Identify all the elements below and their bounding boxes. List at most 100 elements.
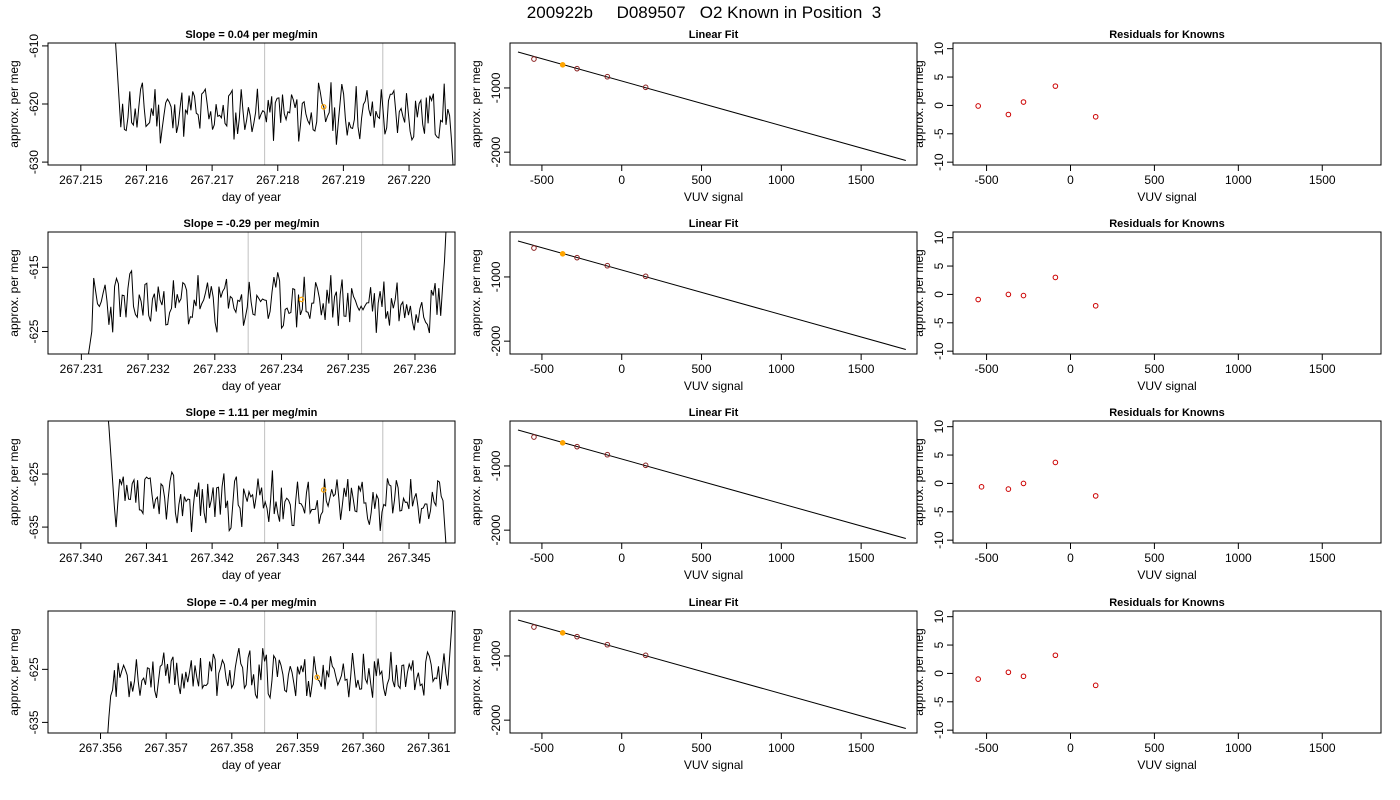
panels: Slope = 0.04 per meg/min day of year appro…	[7, 29, 1382, 772]
plot-frame	[47, 420, 456, 544]
plot-area	[517, 51, 906, 161]
y-tick-label: 5	[932, 73, 946, 80]
x-axis-label: VUV signal	[684, 190, 743, 204]
panel-12: Residuals for Knowns VUV signal approx. pe…	[912, 597, 1382, 772]
residual-point	[1005, 291, 1012, 298]
y-axis-label: approx. per meg	[7, 249, 21, 336]
x-tick-label: 267.344	[322, 551, 366, 565]
y-axis-label: approx. per meg	[912, 628, 926, 715]
y-tick-label: -625	[27, 657, 41, 681]
panel-title: Slope = -0.4 per meg/min	[187, 597, 317, 609]
residual-point	[1052, 652, 1059, 659]
x-tick-label: 0	[1067, 551, 1074, 565]
y-tick-label: -5	[932, 128, 946, 139]
x-tick-label: 500	[692, 362, 712, 376]
plot-frame	[509, 420, 918, 544]
plot-area	[107, 421, 447, 543]
fit-point	[604, 641, 611, 648]
fit-point	[574, 254, 580, 261]
panel-title: Residuals for Knowns	[1109, 218, 1225, 230]
x-tick-label: 267.216	[125, 173, 169, 187]
fit-line	[517, 429, 906, 539]
panel-title: Residuals for Knowns	[1109, 29, 1225, 41]
y-tick-label: -2000	[489, 514, 503, 545]
x-tick-label: 1000	[1225, 741, 1252, 755]
panel-10: Slope = -0.4 per meg/min day of year appro…	[7, 597, 456, 772]
y-axis-label: approx. per meg	[469, 438, 483, 525]
fit-point	[531, 434, 537, 440]
fit-point	[574, 443, 580, 450]
fit-point	[559, 251, 566, 257]
plot-area	[517, 240, 906, 350]
plot-area	[975, 652, 1099, 689]
plot-area	[87, 232, 447, 354]
current-value-marker	[314, 674, 320, 681]
y-tick-label: -1000	[489, 640, 503, 671]
residual-point	[1052, 274, 1059, 281]
y-tick-label: -635	[27, 710, 41, 734]
x-tick-label: -500	[975, 362, 999, 376]
y-tick-label: -10	[932, 531, 946, 549]
y-axis-label: approx. per meg	[912, 249, 926, 336]
x-tick-label: 267.220	[387, 173, 431, 187]
y-tick-label: -2000	[489, 136, 503, 167]
panel-11: Linear Fit VUV signal approx. per meg -500 0…	[469, 597, 918, 772]
x-tick-label: 267.219	[322, 173, 366, 187]
fit-point	[642, 462, 649, 469]
x-tick-label: -500	[530, 741, 554, 755]
x-tick-label: 1500	[848, 362, 875, 376]
y-tick-label: 0	[932, 291, 946, 298]
plot-area	[517, 619, 906, 729]
x-tick-label: 1000	[768, 551, 795, 565]
trace-line	[107, 611, 454, 733]
fit-point	[604, 73, 611, 80]
y-tick-label: -2000	[489, 325, 503, 356]
fit-point	[559, 630, 566, 636]
fit-point	[642, 84, 649, 91]
x-tick-label: 267.235	[327, 362, 371, 376]
y-axis-label: approx. per meg	[7, 438, 21, 525]
x-axis-label: VUV signal	[684, 568, 743, 582]
x-tick-label: 267.231	[60, 362, 104, 376]
plot-area	[975, 83, 1099, 120]
x-tick-label: 1500	[848, 741, 875, 755]
y-tick-label: -620	[27, 92, 41, 116]
figure-title: 200922b D089507 O2 Known in Position 3	[527, 3, 881, 22]
y-tick-label: 5	[932, 451, 946, 458]
x-tick-label: 267.359	[276, 741, 320, 755]
x-tick-label: 1000	[768, 362, 795, 376]
y-axis-label: approx. per meg	[7, 60, 21, 147]
y-tick-label: -10	[932, 721, 946, 739]
x-axis-label: VUV signal	[1137, 758, 1196, 772]
x-axis-label: day of year	[222, 568, 281, 582]
y-tick-label: -625	[27, 319, 41, 343]
x-tick-label: -500	[530, 551, 554, 565]
trace-line	[107, 421, 447, 543]
y-tick-label: -10	[932, 342, 946, 360]
residual-point	[975, 296, 981, 303]
fit-point	[531, 624, 537, 630]
panel-3: Residuals for Knowns VUV signal approx. pe…	[912, 29, 1382, 204]
x-tick-label: 500	[1144, 173, 1164, 187]
residual-point	[1005, 111, 1012, 118]
x-tick-label: 1500	[1309, 551, 1336, 565]
x-tick-label: 267.217	[190, 173, 234, 187]
y-tick-label: 0	[932, 480, 946, 487]
residual-point	[1005, 669, 1012, 676]
x-tick-label: 0	[618, 741, 625, 755]
trace-line	[87, 232, 447, 354]
x-tick-label: 0	[618, 173, 625, 187]
current-value-marker	[298, 296, 305, 303]
trace-line	[115, 43, 454, 165]
x-tick-label: 0	[618, 362, 625, 376]
residual-point	[975, 103, 981, 109]
x-tick-label: 1000	[1225, 362, 1252, 376]
residual-point	[975, 676, 981, 682]
x-tick-label: 1500	[1309, 741, 1336, 755]
x-axis-label: VUV signal	[1137, 568, 1196, 582]
y-tick-label: -635	[27, 515, 41, 539]
plot-frame	[952, 42, 1382, 166]
panel-2: Linear Fit VUV signal approx. per meg -500 0…	[469, 29, 918, 204]
panel-title: Linear Fit	[689, 407, 739, 419]
